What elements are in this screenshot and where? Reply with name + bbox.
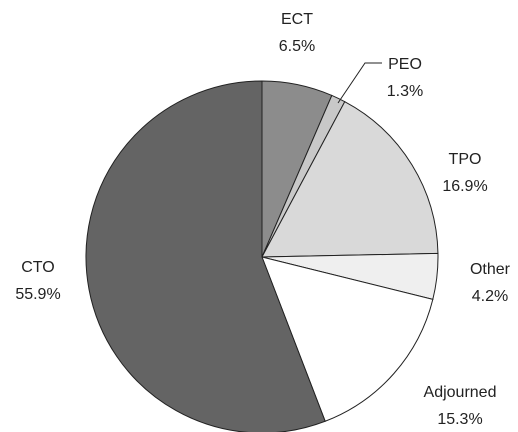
slice-value-label: 1.3%: [387, 83, 423, 100]
slice-label: ECT: [281, 11, 313, 28]
slice-value-label: 15.3%: [437, 411, 482, 428]
slice-value-label: 6.5%: [279, 38, 315, 55]
pie-slice: [261, 256, 434, 422]
slice-value-label: 16.9%: [442, 178, 487, 195]
slice-label: TPO: [449, 151, 482, 168]
slice-label: CTO: [21, 259, 54, 276]
pie-slice: [261, 100, 439, 258]
slice-label: PEO: [388, 56, 422, 73]
slice-label: Other: [470, 261, 511, 278]
slice-label: Adjourned: [424, 384, 497, 401]
pie-slice: [85, 80, 326, 432]
slice-value-label: 55.9%: [15, 286, 60, 303]
leader-line: [337, 62, 382, 104]
slice-value-label: 4.2%: [472, 288, 508, 305]
